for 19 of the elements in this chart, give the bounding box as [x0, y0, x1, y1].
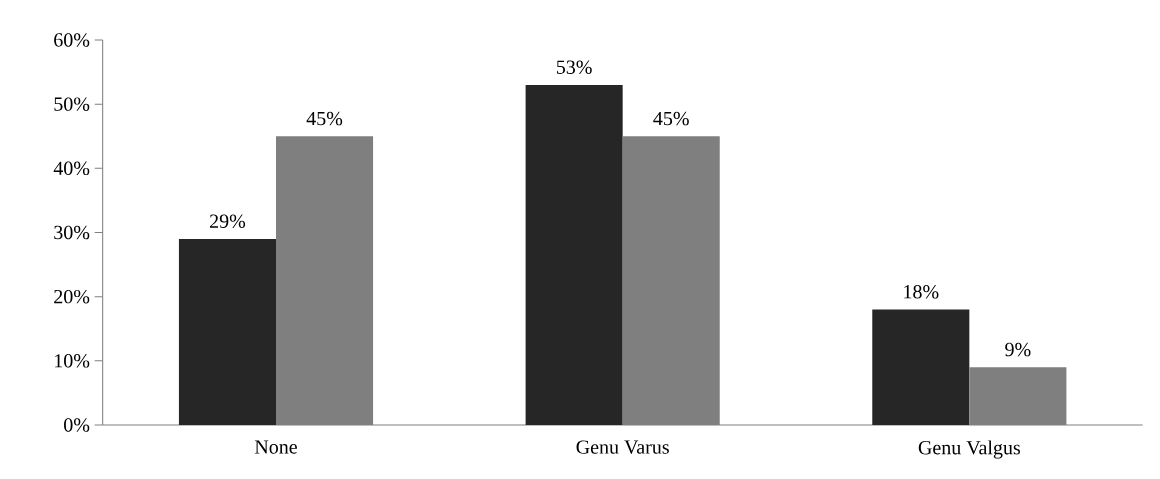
- data-label: 45%: [306, 111, 343, 126]
- y-tick-label: 60%: [54, 33, 90, 47]
- y-tick-label: 50%: [54, 97, 90, 111]
- y-tick-label: 10%: [55, 354, 90, 368]
- x-tick-label: Genu Valgus: [918, 440, 1020, 459]
- bar: [872, 309, 970, 425]
- y-tick-label: 30%: [54, 225, 90, 240]
- data-label: 53%: [556, 60, 592, 74]
- y-tick-label: 20%: [54, 289, 90, 304]
- data-label: 29%: [210, 214, 246, 228]
- y-tick-label: 40%: [53, 161, 90, 176]
- x-tick-label: None: [254, 440, 297, 454]
- y-tick-label: 0%: [64, 418, 90, 432]
- bar: [178, 238, 276, 425]
- data-label: 45%: [653, 111, 689, 126]
- data-label: 18%: [904, 285, 939, 299]
- bar: [525, 84, 623, 425]
- x-tick-label: Genu Varus: [576, 440, 669, 454]
- data-label: 9%: [1005, 342, 1031, 357]
